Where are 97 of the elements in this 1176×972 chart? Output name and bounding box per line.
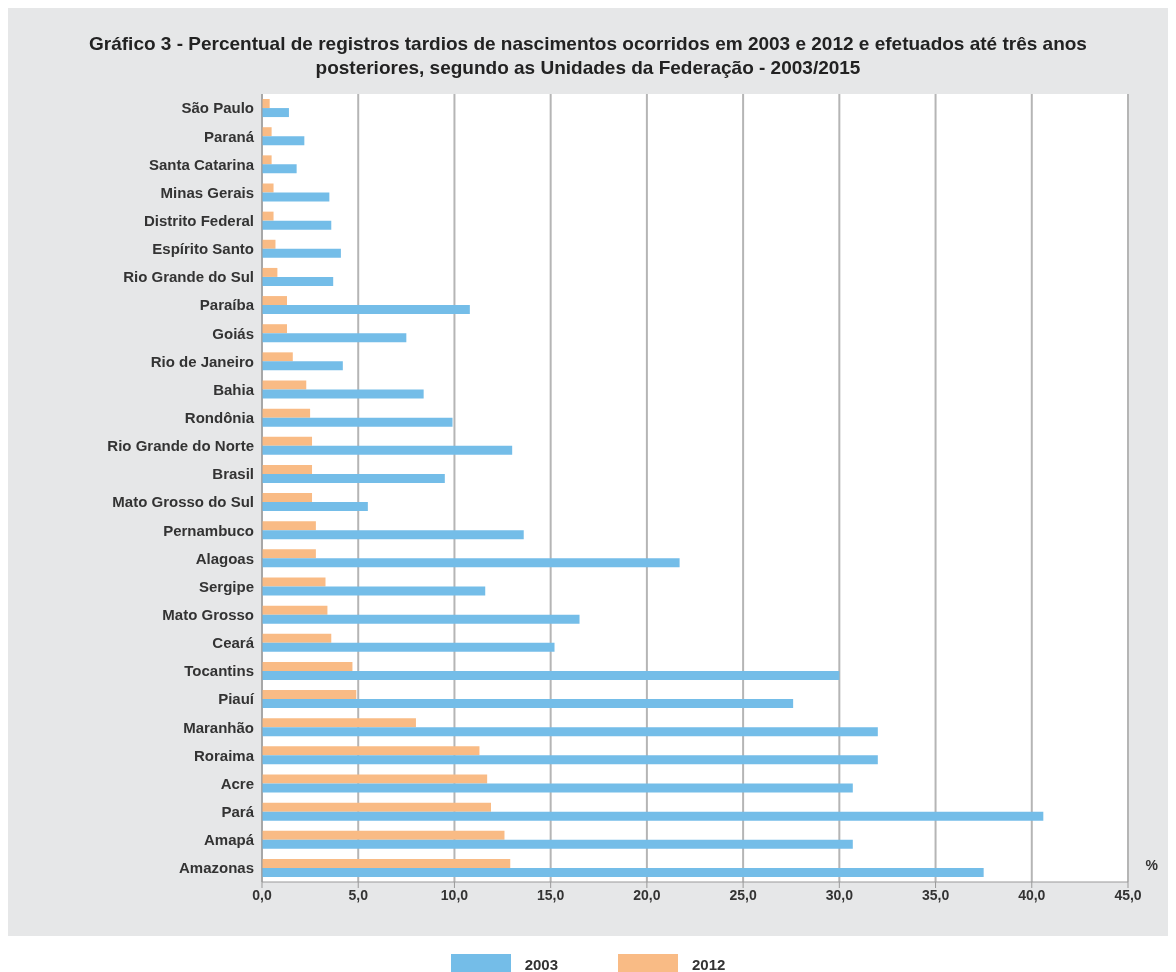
bar xyxy=(262,436,313,446)
x-tick-label: 0,0 xyxy=(252,886,272,903)
bar xyxy=(262,417,453,427)
bar xyxy=(262,445,513,455)
y-tick-label: Mato Grosso xyxy=(162,605,254,623)
y-tick-label: Brasil xyxy=(212,465,254,483)
bar xyxy=(262,802,492,812)
bar xyxy=(262,830,505,840)
bar xyxy=(262,220,332,230)
bar xyxy=(262,408,311,418)
y-tick-label: Rio de Janeiro xyxy=(150,352,254,370)
bar xyxy=(262,267,278,277)
bar xyxy=(262,493,313,503)
y-tick-label: Rio Grande do Norte xyxy=(107,437,254,455)
bar xyxy=(262,361,343,371)
x-tick-label: 15,0 xyxy=(537,886,565,903)
bar xyxy=(262,774,488,784)
bar xyxy=(262,670,840,680)
y-tick-label: Pernambuco xyxy=(163,521,254,539)
bar xyxy=(262,577,326,587)
bar xyxy=(262,605,328,615)
bar xyxy=(262,746,480,756)
bar xyxy=(262,690,357,700)
y-tick-label: Pará xyxy=(221,802,255,820)
y-tick-label: Sergipe xyxy=(198,577,254,595)
y-tick-label: Bahia xyxy=(213,380,255,398)
bar xyxy=(262,380,307,390)
x-tick-label: 30,0 xyxy=(825,886,854,903)
bar xyxy=(262,586,486,596)
bar xyxy=(262,248,341,258)
x-tick-label: 20,0 xyxy=(633,886,661,903)
bar xyxy=(262,783,853,793)
bar xyxy=(262,136,305,146)
bar xyxy=(262,633,332,643)
bar xyxy=(262,661,353,671)
y-tick-label: Paraná xyxy=(203,127,255,145)
bar xyxy=(262,164,297,174)
y-tick-label: Roraima xyxy=(193,746,255,764)
bar xyxy=(262,108,289,118)
x-tick-label: 25,0 xyxy=(729,886,757,903)
y-tick-label: Piauí xyxy=(218,690,255,708)
x-tick-label: 40,0 xyxy=(1018,886,1046,903)
y-tick-label: Paraíba xyxy=(199,296,255,314)
x-tick-label: 5,0 xyxy=(348,886,369,903)
x-tick-label: 45,0 xyxy=(1114,886,1142,903)
x-axis-title: % xyxy=(1145,856,1159,873)
bar xyxy=(262,558,680,568)
y-tick-label: Amapá xyxy=(203,831,255,849)
bar xyxy=(262,389,424,399)
legend-label: 2012 xyxy=(692,955,726,972)
y-tick-label: São Paulo xyxy=(181,99,254,117)
bar xyxy=(262,464,313,474)
bar xyxy=(262,276,334,286)
bar xyxy=(262,530,524,540)
y-tick-label: Distrito Federal xyxy=(143,211,254,229)
bar xyxy=(262,642,555,652)
bar xyxy=(262,296,288,306)
x-tick-label: 35,0 xyxy=(921,886,950,903)
y-tick-label: Mato Grosso do Sul xyxy=(112,493,254,511)
bar xyxy=(262,718,416,728)
bar xyxy=(262,127,272,137)
bar xyxy=(262,614,580,624)
bar xyxy=(262,183,274,193)
y-tick-label: Rio Grande do Sul xyxy=(123,268,254,286)
y-tick-label: Rondônia xyxy=(184,408,255,426)
bar xyxy=(262,324,288,334)
y-tick-label: Goiás xyxy=(212,324,254,342)
y-tick-label: Acre xyxy=(220,774,254,792)
chart-title: Gráfico 3 - Percentual de registros tardios de nascimentos ocorridos em 2003 e 2012 e efetuados até três anos posteriores, segundo as Unidades da Federação - 2003/2015 xyxy=(88,32,1088,80)
x-tick-label: 10,0 xyxy=(440,886,469,903)
y-tick-label: Santa Catarina xyxy=(148,155,255,173)
bar xyxy=(262,502,368,512)
y-tick-label: Amazonas xyxy=(178,859,254,877)
bar xyxy=(262,305,470,315)
bar xyxy=(262,727,878,737)
bar xyxy=(262,858,511,868)
y-tick-label: Tocantins xyxy=(184,662,254,680)
y-tick-label: Espírito Santo xyxy=(152,240,254,258)
bar xyxy=(262,867,984,877)
legend-label: 2003 xyxy=(524,955,558,972)
y-tick-label: Alagoas xyxy=(195,549,254,567)
bar xyxy=(262,192,330,202)
y-tick-label: Ceará xyxy=(212,634,255,652)
bar xyxy=(262,155,272,165)
bar xyxy=(262,333,407,343)
y-tick-label: Minas Gerais xyxy=(160,183,254,201)
bar xyxy=(262,549,316,559)
bar xyxy=(262,99,270,109)
bar xyxy=(262,839,853,849)
bar xyxy=(262,521,316,531)
bar xyxy=(262,473,445,483)
bar xyxy=(262,699,794,709)
bar xyxy=(262,755,878,765)
bar xyxy=(262,211,274,221)
bar xyxy=(262,811,1044,821)
y-tick-label: Maranhão xyxy=(183,718,254,736)
bar xyxy=(262,352,293,362)
